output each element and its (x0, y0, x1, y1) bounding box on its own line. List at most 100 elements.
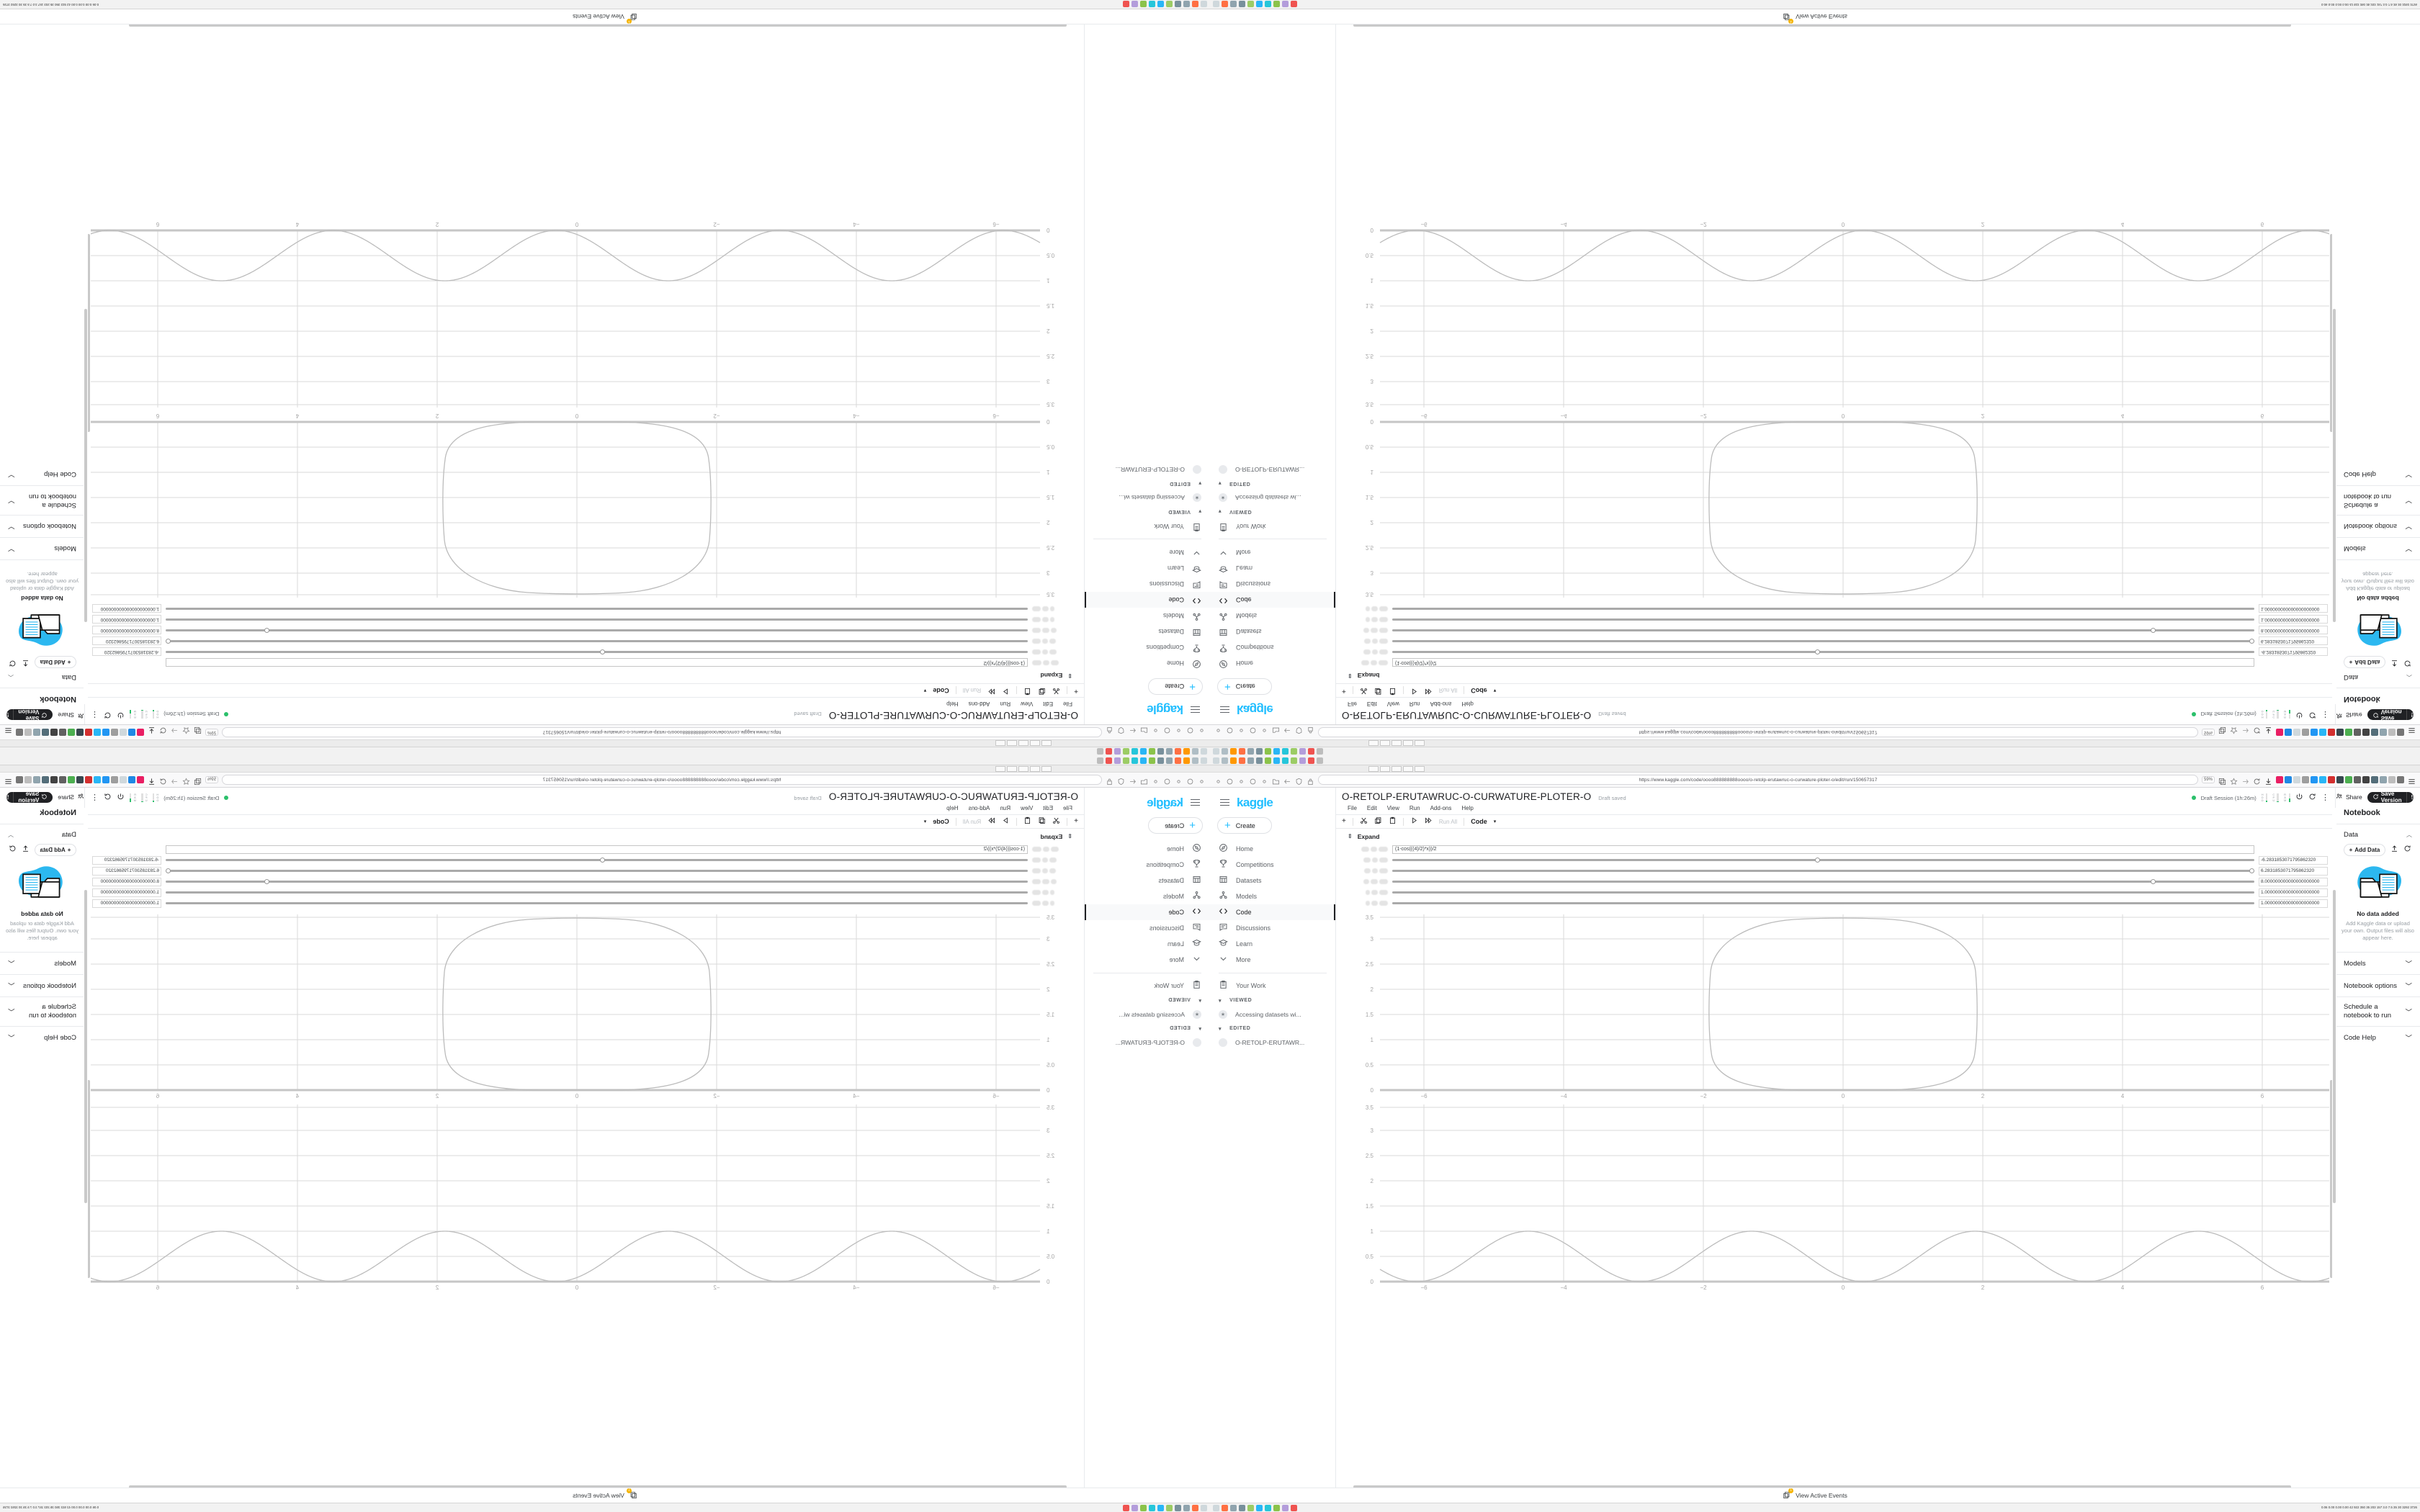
extension-icon[interactable] (2319, 776, 2326, 783)
reader-mode-icon[interactable] (194, 727, 202, 737)
sidebar-recent-viewed[interactable]: ★ Accessing datasets wi... (1085, 490, 1210, 505)
extension-icon[interactable] (2293, 729, 2300, 736)
sidebar-item-discussions[interactable]: Discussions (1085, 576, 1210, 592)
fast-forward-icon[interactable] (1425, 816, 1433, 827)
panel-section-schedule[interactable]: Schedule a notebook to run ﹀ (0, 485, 84, 516)
slider-1-value[interactable]: -6.2831853071795862320 (92, 647, 161, 657)
menu-view[interactable]: View (1021, 805, 1034, 811)
slider-knob[interactable] (166, 868, 171, 873)
sidebar-item-more[interactable]: More (1210, 544, 1335, 560)
taskbar-firefox-icon[interactable] (1239, 748, 1245, 755)
share-button[interactable]: Share (58, 793, 84, 801)
extension-icon[interactable] (24, 729, 32, 736)
reader-mode-icon[interactable] (2218, 776, 2226, 785)
slider-knob[interactable] (2249, 868, 2254, 873)
extension-icon[interactable] (42, 729, 49, 736)
shield-icon[interactable] (1295, 727, 1303, 737)
taskbar-app-icon[interactable] (1183, 1, 1190, 8)
play-icon[interactable] (1410, 685, 1418, 696)
taskbar-app-icon[interactable] (1222, 757, 1228, 764)
more-vertical-icon[interactable]: ⋮ (91, 793, 99, 802)
sidebar-recent-viewed[interactable]: ★ Accessing datasets wi... (1210, 490, 1335, 505)
lock-icon[interactable] (1307, 727, 1314, 737)
taskbar-app-icon[interactable] (1140, 1, 1147, 8)
extension-icon[interactable] (24, 776, 32, 783)
slider-2-value[interactable]: 6.2831853071795862320 (2259, 636, 2328, 646)
window-switcher-bar[interactable] (0, 765, 1210, 773)
taskbar-app-icon[interactable] (1097, 757, 1103, 764)
refresh-icon[interactable] (2403, 843, 2411, 856)
taskbar-app-icon[interactable] (1183, 757, 1190, 764)
taskbar-app-icon[interactable] (1157, 757, 1164, 764)
taskbar-app-icon[interactable] (1291, 1504, 1297, 1511)
taskbar-firefox-icon[interactable] (1239, 757, 1245, 764)
taskbar-app-icon[interactable] (1239, 1504, 1245, 1511)
reload-icon[interactable] (159, 728, 167, 737)
taskbar-app-icon[interactable] (1140, 757, 1147, 764)
extension-icon[interactable] (2397, 776, 2404, 783)
notebook-title[interactable]: O-RETOLP-ERUTAWRUC-O-CURWATURE-PLOTER-O (828, 791, 1078, 802)
taskbar-app-icon[interactable] (1123, 757, 1129, 764)
slider-4-value[interactable]: 1.000000000000000000000 (2259, 888, 2328, 897)
add-data-button[interactable]: + Add Data (2344, 656, 2385, 669)
desktop-taskbar-top[interactable] (0, 747, 1210, 756)
window-button[interactable] (1380, 740, 1390, 747)
extension-icon[interactable] (2319, 729, 2326, 736)
tab-dot-icon[interactable] (1249, 776, 1257, 784)
sidebar-group-header-edited[interactable]: ▾ EDITED (1210, 477, 1335, 490)
tab-dot-icon[interactable] (1249, 728, 1257, 737)
sidebar-item-discussions[interactable]: Discussions (1210, 920, 1335, 936)
taskbar-app-icon[interactable] (1291, 748, 1297, 755)
slider-4-value[interactable]: 1.000000000000000000000 (92, 615, 161, 624)
desktop-taskbar-top[interactable] (1210, 756, 2420, 765)
taskbar-app-icon[interactable] (1114, 757, 1121, 764)
slider-4[interactable] (1392, 888, 2254, 897)
panel-scrollbar[interactable] (2332, 22, 2336, 704)
extension-icon[interactable] (2345, 776, 2352, 783)
extension-icon[interactable] (102, 729, 109, 736)
menu-view[interactable]: View (1386, 701, 1399, 707)
tab-dot-icon[interactable] (1186, 728, 1194, 737)
sidebar-item-your-work[interactable]: Your Work (1210, 978, 1335, 994)
extension-icon[interactable] (2276, 729, 2283, 736)
back-arrow-icon[interactable] (1283, 728, 1291, 737)
save-version-main[interactable]: Save Version (2367, 792, 2406, 803)
extension-icon[interactable] (2336, 729, 2344, 736)
extension-icon[interactable] (137, 729, 144, 736)
save-version-button[interactable]: Save Version 5 (6, 791, 53, 803)
share-button[interactable]: Share (58, 711, 84, 719)
taskbar-app-icon[interactable] (1114, 748, 1121, 755)
slider-5-value[interactable]: 1.000000000000000000000 (2259, 899, 2328, 908)
kaggle-logo[interactable]: kaggle (1237, 703, 1273, 716)
sidebar-item-discussions[interactable]: Discussions (1210, 576, 1335, 592)
extension-icon[interactable] (94, 776, 101, 783)
sidebar-group-header-viewed[interactable]: ▾ VIEWED (1210, 505, 1335, 518)
scissors-icon[interactable] (1052, 685, 1060, 696)
slider-3-value[interactable]: 8.000000000000000000000 (92, 877, 161, 886)
sidebar-item-discussions[interactable]: Discussions (1085, 920, 1210, 936)
copy-icon[interactable] (1374, 685, 1382, 696)
add-data-button[interactable]: + Add Data (35, 656, 76, 669)
taskbar-app-icon[interactable] (1140, 748, 1147, 755)
taskbar-app-icon[interactable] (1282, 1, 1289, 8)
tab-dot-icon[interactable] (1198, 776, 1206, 784)
power-icon[interactable] (117, 709, 125, 719)
desktop-taskbar-top[interactable] (0, 756, 1210, 765)
back-arrow-icon[interactable] (1129, 776, 1137, 784)
slider-1[interactable] (166, 648, 1028, 657)
sidebar-group-header-viewed[interactable]: ▾ VIEWED (1210, 994, 1335, 1007)
extension-icon[interactable] (2302, 729, 2309, 736)
power-icon[interactable] (2295, 793, 2303, 803)
slider-5[interactable] (166, 605, 1028, 613)
sidebar-recent-viewed[interactable]: ★ Accessing datasets wi... (1210, 1007, 1335, 1022)
extension-icon[interactable] (42, 776, 49, 783)
sidebar-item-competitions[interactable]: Competitions (1085, 639, 1210, 655)
expand-toggle[interactable]: ⇕ Expand (1348, 833, 2328, 840)
extension-icon[interactable] (85, 729, 92, 736)
add-cell-button[interactable]: + (1342, 687, 1346, 695)
expand-toggle[interactable]: ⇕ Expand (92, 833, 1072, 840)
tab-dot-icon[interactable] (1226, 776, 1234, 784)
menu-edit[interactable]: Edit (1043, 805, 1054, 811)
taskbar-app-icon[interactable] (1131, 1504, 1138, 1511)
taskbar-app-icon[interactable] (1247, 748, 1254, 755)
